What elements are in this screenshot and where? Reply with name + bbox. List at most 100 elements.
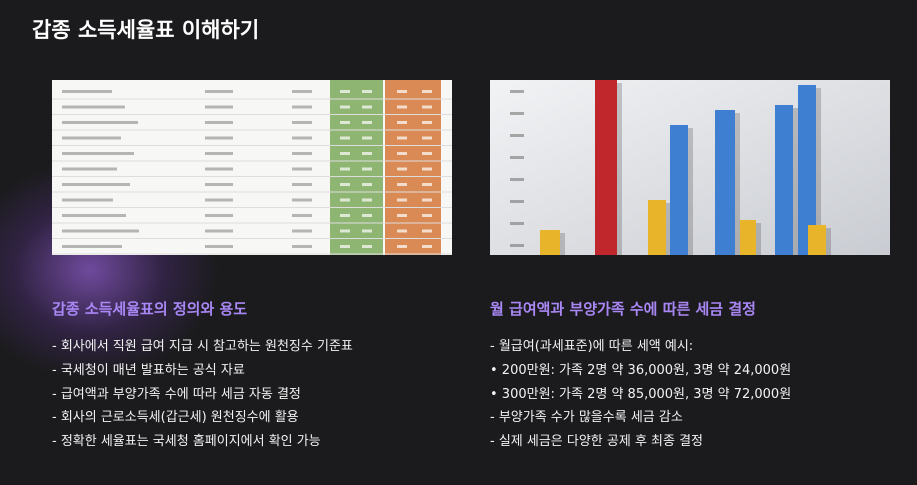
cell-blur [422,198,432,202]
cell-blur [62,136,121,140]
axis-blur [510,156,524,159]
cell-blur [340,121,350,124]
cell-blur [422,183,432,186]
green-band [330,80,383,255]
axis-blur [510,222,524,225]
cell-blur [397,121,407,124]
bar-picture [775,105,793,255]
cell-blur [397,198,407,202]
cell-blur [292,121,312,124]
slide-title: 갑종 소득세율표 이해하기 [32,18,260,42]
cell-blur [397,214,407,217]
bar-picture [670,125,688,255]
section: 월 급여액과 부양가족 수에 따른 세금 결정 - 월급여(과세표준)에 따른 … [490,298,910,454]
cell-blur [340,229,350,233]
cell-blur [205,183,233,186]
bar-shade [688,128,693,255]
orange-band [385,80,441,255]
bar-shade [666,203,671,255]
bullet-item: - 정확한 세율표는 국세청 홈페이지에서 확인 가능 [52,434,321,450]
bullet-item: - 급여액과 부양가족 수에 따라 세금 자동 결정 [52,386,301,402]
cell-blur [340,198,350,202]
cell-blur [422,121,432,124]
bullet-item: - 부양가족 수가 많을수록 세금 감소 [490,410,683,426]
cell-blur [422,105,432,109]
axis-blur [510,178,524,181]
cell-blur [422,136,432,140]
bullet-list: - 월급여(과세표준)에 따른 세액 예시: • 200만원: 가족 2명 약 3… [490,335,910,454]
cell-blur [362,152,372,155]
cell-blur [292,229,312,233]
section-heading: 갑종 소득세율표의 정의와 용도 [52,300,248,318]
axis-blur [510,90,524,93]
cell-blur [397,105,407,109]
cell-blur [362,136,372,140]
bar-shade [735,113,740,255]
cell-blur [205,105,233,109]
cell-blur [340,136,350,140]
cell-blur [205,121,233,124]
cell-blur [362,183,372,186]
cell-blur [205,229,233,233]
axis-blur [510,200,524,203]
cell-blur [340,105,350,109]
bullet-item: - 회사의 근로소득세(갑근세) 원천징수에 활용 [52,410,299,426]
cell-blur [362,245,372,248]
cell-blur [397,136,407,140]
cell-blur [62,214,126,217]
cell-blur [422,214,432,217]
section: 갑종 소득세율표의 정의와 용도 - 회사에서 직원 급여 지급 시 참고하는 … [52,298,472,454]
cell-blur [340,167,350,171]
bar-picture [798,85,816,255]
cell-blur [362,198,372,202]
cell-blur [422,229,432,233]
bullet-item: - 실제 세금은 다양한 공제 후 최종 결정 [490,434,704,450]
cell-blur [397,245,407,248]
bullet-item: - 국세청이 매년 발표하는 공식 자료 [52,362,245,378]
cell-blur [292,167,312,171]
cell-blur [62,105,125,109]
bar-picture [740,220,756,255]
cell-blur [205,90,233,93]
cell-blur [340,245,350,248]
cell-blur [397,90,407,93]
table-image [52,80,452,255]
section-heading: 월 급여액과 부양가족 수에 따른 세금 결정 [490,300,756,318]
axis-blur [510,134,524,137]
cell-blur [362,121,372,124]
bullet-item: • 300만원: 가족 2명 약 85,000원, 3명 약 72,000원 [490,386,792,402]
cell-blur [397,167,407,171]
bar-shade [816,88,821,255]
cell-blur [292,183,312,186]
bar-shade [826,228,831,255]
axis-blur [510,112,524,115]
cell-blur [362,167,372,171]
bar-picture [715,110,735,255]
cell-blur [422,167,432,171]
cell-blur [205,167,233,171]
axis-blur [510,244,524,247]
cell-blur [397,183,407,186]
cell-blur [62,229,139,233]
cell-blur [62,183,130,186]
cell-blur [292,152,312,155]
cell-blur [422,90,432,93]
cell-blur [340,90,350,93]
bar-shade [793,108,798,255]
cell-blur [205,214,233,217]
cell-blur [292,198,312,202]
cell-blur [205,245,233,248]
cell-blur [340,183,350,186]
chart-image [490,80,890,255]
bar-picture [595,80,617,255]
cell-blur [362,105,372,109]
cell-blur [422,152,432,155]
cell-blur [397,229,407,233]
cell-blur [362,90,372,93]
cell-blur [62,121,138,124]
cell-blur [397,152,407,155]
bullet-list: - 회사에서 직원 급여 지급 시 참고하는 원천징수 기준표 - 국세청이 매년… [52,335,472,454]
bar-picture [540,230,560,255]
cell-blur [205,136,233,140]
cell-blur [292,90,312,93]
